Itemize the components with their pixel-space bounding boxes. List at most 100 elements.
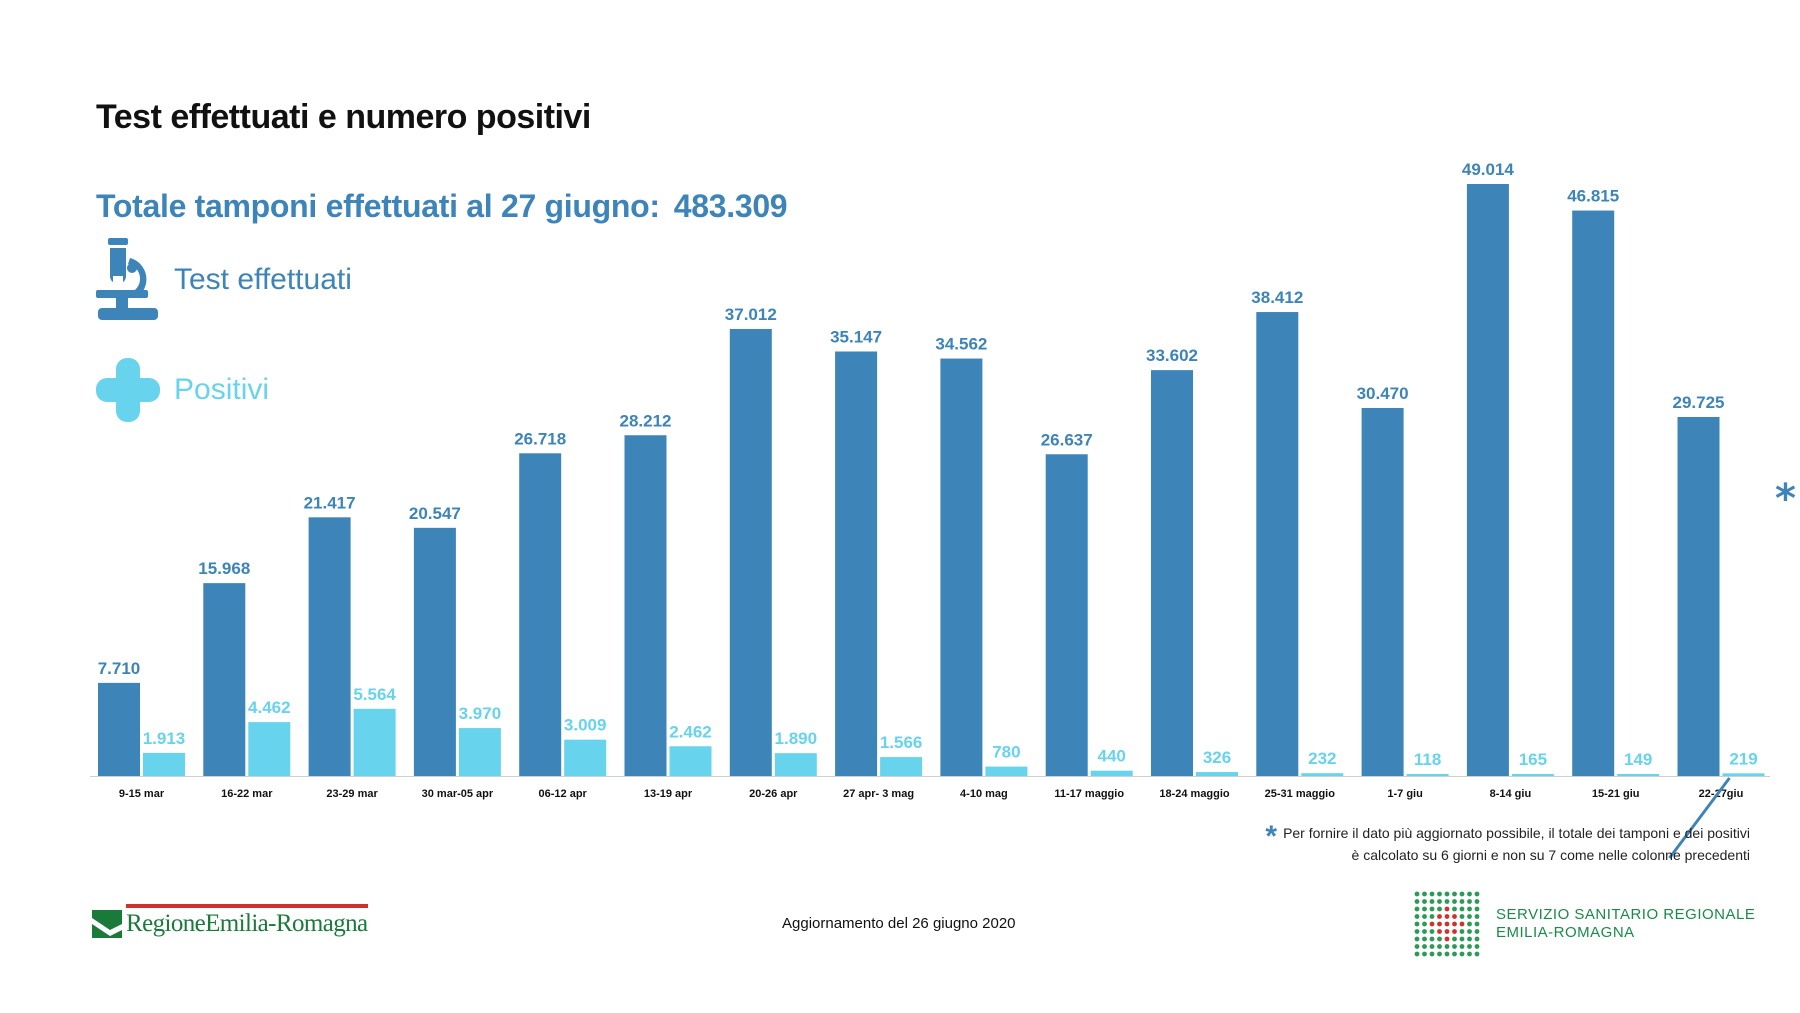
data-label-tests: 35.147 [830,327,882,346]
asterisk-icon: * [1265,820,1278,853]
ssr-dot [1444,936,1450,942]
bar-positives [248,722,291,776]
x-tick-label: 11-17 maggio [1054,788,1124,800]
bar-tests [1466,184,1509,776]
ssr-dot [1437,951,1442,957]
ssr-dot [1444,944,1450,949]
x-tick-label: 4-10 mag [960,788,1008,800]
ssr-dot [1437,944,1442,949]
bar-positives [143,752,185,776]
ssr-dots-icon [1414,891,1480,957]
footnote: * Per fornire il dato più aggiornato poss… [1190,822,1750,864]
ssr-dot [1474,951,1480,957]
ssr-dot [1414,936,1420,942]
data-label-tests: 28.212 [620,411,672,430]
legend-positives-label: Positivi [174,373,270,406]
bar-positives [774,753,817,776]
bar-positives [1090,770,1133,776]
data-label-positives: 780 [992,743,1020,762]
x-tick-label: 16-22 mar [221,788,273,800]
x-tick-label: 22-27giu [1699,788,1744,800]
ssr-dot [1422,944,1427,949]
ssr-dot [1437,921,1442,927]
bar-tests [624,435,667,776]
data-label-positives: 1.566 [880,733,923,752]
ssr-dot [1474,921,1480,927]
ssr-dot [1474,899,1480,904]
plus-cross-icon [96,358,160,422]
x-tick-label: 06-12 apr [539,788,588,800]
ssr-dot [1429,936,1435,942]
data-label-tests: 34.562 [935,335,987,354]
data-label-positives: 5.564 [353,685,396,704]
ssr-dot [1467,921,1472,927]
bar-tests [1572,210,1615,776]
ssr-dot [1474,891,1480,897]
ssr-dot [1429,944,1435,949]
ssr-dot [1467,936,1472,942]
ssr-dot [1429,906,1435,912]
x-tick-label: 18-24 maggio [1159,788,1230,800]
x-tick-label: 23-29 mar [326,788,378,800]
ssr-dot [1437,936,1442,942]
ssr-dot [1422,906,1427,912]
ssr-dot [1459,899,1465,904]
bar-tests [940,358,983,776]
regione-emilia-romagna-logo: RegioneEmilia-Romagna [92,904,368,938]
bar-positives [1196,772,1238,776]
bar-positives [985,766,1028,776]
ssr-dot [1437,891,1442,897]
ssr-dot [1429,899,1435,904]
ssr-dot [1422,914,1427,919]
ssr-dot [1459,921,1465,927]
data-label-positives: 1.913 [143,729,186,748]
ssr-dot [1444,906,1450,912]
bar-positives [1722,773,1765,776]
data-label-tests: 49.014 [1462,160,1515,179]
ssr-dot [1429,891,1435,897]
data-label-positives: 4.462 [248,698,291,717]
data-label-positives: 118 [1414,750,1441,769]
bar-tests [1256,312,1299,776]
x-tick-label: 8-14 giu [1490,788,1532,800]
bar-tests [1361,407,1404,776]
data-label-positives: 2.462 [669,722,712,741]
x-tick-label: 9-15 mar [119,788,165,800]
bar-positives [880,757,923,776]
ssr-dot [1474,944,1480,949]
ssr-dot [1437,914,1442,919]
bar-positives [669,746,712,776]
data-label-positives: 149 [1624,750,1652,769]
ssr-dot [1467,929,1472,934]
ssr-dot [1437,929,1442,934]
ssr-dot [1459,936,1465,942]
ssr-dot [1459,891,1465,897]
ssr-dot [1467,899,1472,904]
bar-tests [835,351,878,776]
x-tick-label: 20-26 apr [749,788,798,800]
data-label-tests: 7.710 [98,659,141,678]
asterisk-annotation: * [1775,476,1796,522]
bar-tests [203,583,246,776]
ssr-line-1: SERVIZIO SANITARIO REGIONALE [1496,906,1756,923]
ssr-dot [1474,914,1480,919]
ssr-line-2: EMILIA-ROMAGNA [1496,924,1635,941]
ssr-dot [1467,944,1472,949]
region-flag-icon [92,910,122,938]
data-label-positives: 165 [1519,750,1547,769]
ssr-dot [1467,951,1472,957]
data-label-positives: 3.970 [459,704,502,723]
ssr-dot [1429,951,1435,957]
data-label-positives: 1.890 [775,729,818,748]
page-title: Test effettuati e numero positivi [96,98,591,136]
ssr-dot [1467,914,1472,919]
ssr-dot [1422,899,1427,904]
x-tick-label: 15-21 giu [1592,788,1640,800]
ssr-dot [1459,929,1465,934]
data-label-tests: 26.718 [514,429,566,448]
ssr-dot [1452,951,1457,957]
legend-tests: Test effettuati [96,238,352,322]
data-label-tests: 20.547 [409,504,461,523]
ssr-dot [1452,921,1457,927]
x-tick-label: 27 apr- 3 mag [843,788,914,800]
